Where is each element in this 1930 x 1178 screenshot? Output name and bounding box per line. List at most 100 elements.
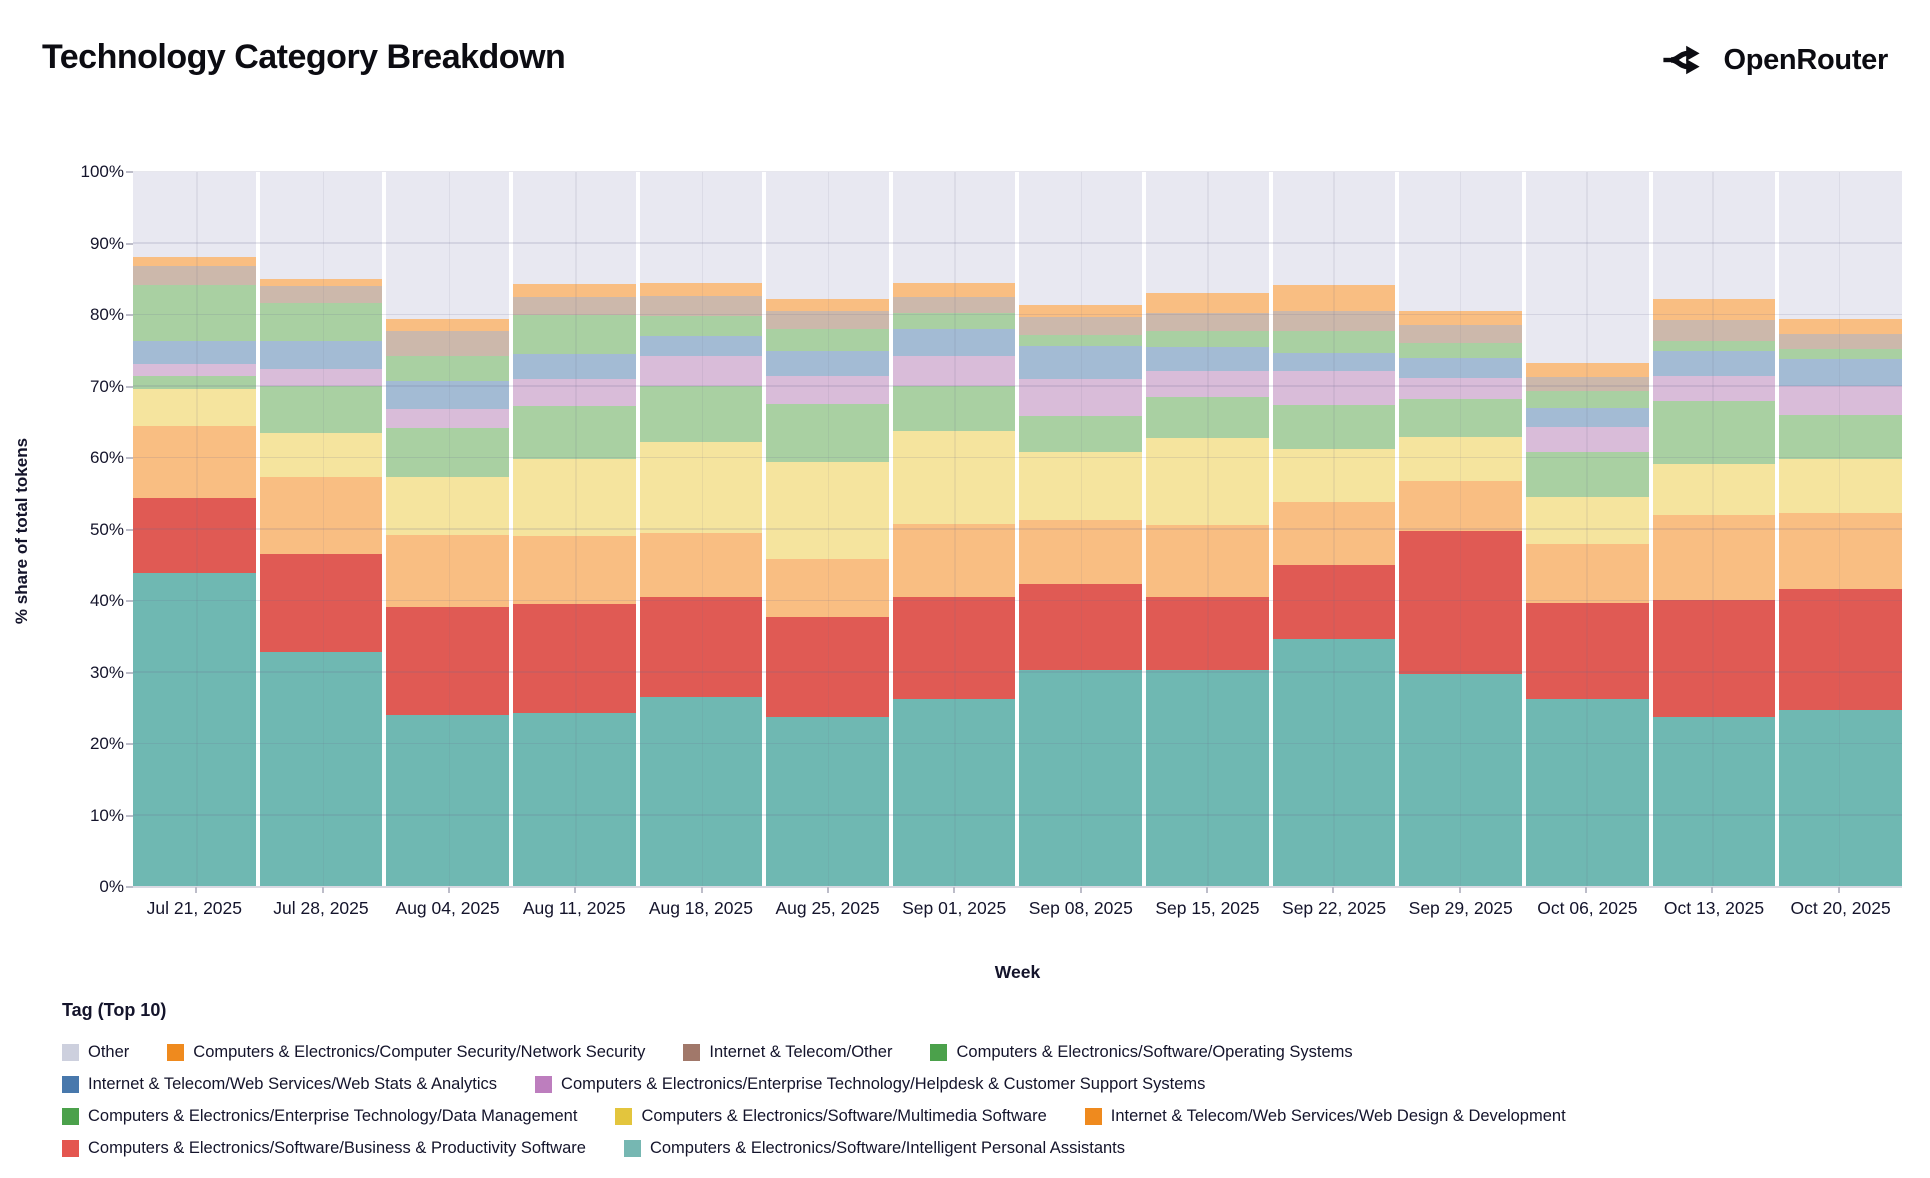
bar-segment[interactable] [639,385,763,443]
bar-segment[interactable] [639,335,763,357]
bar-segment[interactable] [133,375,256,390]
bar-segment[interactable] [892,282,1016,298]
bar-segment[interactable] [259,172,383,279]
bar-segment[interactable] [1652,464,1776,516]
bar-segment[interactable] [259,476,383,554]
legend-item[interactable]: Internet & Telecom/Web Services/Web Desi… [1084,1107,1566,1126]
bar-segment[interactable] [1652,400,1776,465]
bar-segment[interactable] [1146,437,1269,526]
bar-segment[interactable] [766,350,889,376]
bar-segment[interactable] [892,430,1016,524]
bar-segment[interactable] [766,403,889,463]
bar-segment[interactable] [386,172,509,320]
bar-segment[interactable] [512,314,636,354]
bar-segment[interactable] [133,172,256,258]
bar-segment[interactable] [1399,398,1523,438]
bar-segment[interactable] [1779,172,1902,319]
bar-segment[interactable] [1779,415,1902,459]
bar-segment[interactable] [386,535,509,608]
bar-segment[interactable] [892,329,1016,357]
bar-segment[interactable] [1779,512,1902,590]
bar-segment[interactable] [259,385,383,433]
legend-item[interactable]: Computers & Electronics/Enterprise Techn… [535,1075,1205,1094]
bar-segment[interactable] [512,713,636,887]
bar-segment[interactable] [1652,375,1776,401]
bar-segment[interactable] [1652,351,1776,376]
bar-segment[interactable] [1399,480,1523,531]
bar-segment[interactable] [766,716,889,887]
bar-segment[interactable] [1652,600,1776,717]
bar-segment[interactable] [512,603,636,714]
bar-segment[interactable] [512,535,636,604]
bar-segment[interactable] [766,172,889,299]
bar-segment[interactable] [133,573,256,887]
bar-segment[interactable] [1399,673,1523,887]
bar-segment[interactable] [892,172,1016,283]
bar-segment[interactable] [892,523,1016,598]
bar-segment[interactable] [1779,318,1902,334]
bar-segment[interactable] [133,497,256,574]
bar-segment[interactable] [1146,347,1269,372]
bar-segment[interactable] [892,385,1016,431]
legend-item[interactable]: Computers & Electronics/Computer Securit… [167,1043,645,1062]
bar-segment[interactable] [1526,377,1649,391]
bar-segment[interactable] [1146,597,1269,671]
bar-segment[interactable] [766,462,889,559]
bar-segment[interactable] [1146,670,1269,887]
bar-segment[interactable] [1019,172,1143,305]
bar-segment[interactable] [639,442,763,534]
bar-segment[interactable] [1526,407,1649,428]
bar-segment[interactable] [1526,172,1649,363]
bar-segment[interactable] [1399,172,1523,312]
bar-segment[interactable] [1779,349,1902,360]
bar-segment[interactable] [1019,584,1143,670]
bar-segment[interactable] [512,353,636,380]
bar-segment[interactable] [1272,405,1396,449]
bar-segment[interactable] [259,553,383,653]
bar-segment[interactable] [1019,415,1143,453]
bar-segment[interactable] [639,282,763,297]
bar-segment[interactable] [1399,530,1523,674]
bar-segment[interactable] [133,257,256,266]
bar-segment[interactable] [386,607,509,716]
bar-segment[interactable] [386,408,509,428]
legend-item[interactable]: Computers & Electronics/Software/Busines… [62,1139,586,1158]
bar-segment[interactable] [1652,172,1776,299]
bar-segment[interactable] [1272,352,1396,372]
bar-segment[interactable] [259,341,383,369]
legend-item[interactable]: Computers & Electronics/Software/Intelli… [623,1139,1125,1158]
bar-segment[interactable] [133,425,256,498]
bar-segment[interactable] [1526,451,1649,498]
bar-segment[interactable] [386,427,509,478]
bar-segment[interactable] [1019,335,1143,346]
bar-segment[interactable] [1779,589,1902,711]
bar-segment[interactable] [1779,386,1902,416]
bar-segment[interactable] [639,596,763,698]
bar-segment[interactable] [766,375,889,404]
bar-segment[interactable] [639,296,763,316]
bar-segment[interactable] [133,265,256,285]
bar-segment[interactable] [639,533,763,597]
bar-segment[interactable] [766,311,889,329]
bar-segment[interactable] [1652,716,1776,887]
bar-segment[interactable] [892,597,1016,699]
bar-segment[interactable] [1652,341,1776,352]
bar-segment[interactable] [1146,172,1269,293]
bar-segment[interactable] [766,617,889,717]
bar-segment[interactable] [1019,317,1143,335]
bar-segment[interactable] [1146,371,1269,398]
bar-segment[interactable] [892,312,1016,330]
bar-segment[interactable] [1526,497,1649,544]
bar-segment[interactable] [259,286,383,303]
bar-segment[interactable] [1526,427,1649,452]
bar-segment[interactable] [1526,603,1649,699]
bar-segment[interactable] [1652,319,1776,342]
bar-segment[interactable] [1779,333,1902,350]
bar-segment[interactable] [1526,698,1649,887]
bar-segment[interactable] [133,284,256,342]
bar-segment[interactable] [892,698,1016,887]
bar-segment[interactable] [133,389,256,426]
bar-segment[interactable] [1526,543,1649,604]
bar-segment[interactable] [1272,311,1396,332]
bar-segment[interactable] [386,715,509,887]
